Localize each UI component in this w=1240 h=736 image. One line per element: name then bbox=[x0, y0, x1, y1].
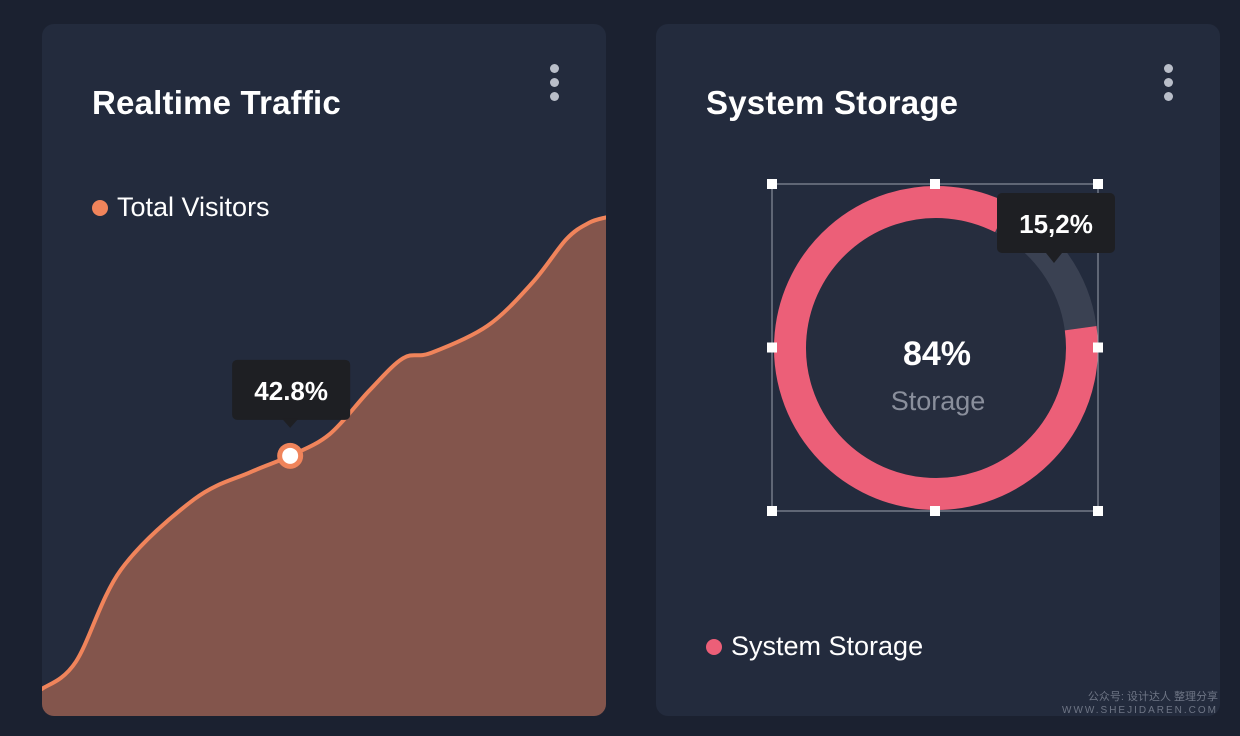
tooltip-box bbox=[232, 359, 351, 420]
system-storage-card: 84% Storage 15,2% System Storage System St… bbox=[656, 24, 1220, 716]
traffic-tooltip: 42.8% bbox=[232, 359, 351, 428]
card-title: System Storage bbox=[706, 84, 959, 121]
resize-handle bbox=[767, 179, 777, 189]
tooltip-label: 42.8% bbox=[254, 376, 328, 406]
watermark: 公众号: 设计达人 整理分享 WWW.SHEJIDAREN.COM bbox=[1062, 690, 1218, 718]
realtime-traffic-card: 42.8% Realtime Traffic Total Visitors bbox=[42, 24, 606, 716]
resize-handle bbox=[930, 506, 940, 516]
center-value: 84% bbox=[903, 335, 971, 373]
resize-handle bbox=[767, 342, 777, 353]
visitors-line bbox=[42, 215, 606, 691]
watermark-url: WWW.SHEJIDAREN.COM bbox=[1062, 705, 1218, 716]
tooltip-box bbox=[997, 193, 1115, 253]
legend-label: Total Visitors bbox=[117, 192, 270, 222]
legend-dot bbox=[92, 199, 108, 216]
legend-dot bbox=[706, 638, 722, 655]
chart-legend: System Storage bbox=[706, 631, 923, 662]
legend-label: System Storage bbox=[731, 631, 924, 661]
more-options-icon[interactable] bbox=[1160, 62, 1176, 104]
more-options-icon[interactable] bbox=[546, 62, 562, 104]
resize-handle bbox=[1093, 179, 1103, 189]
tooltip-label: 15,2% bbox=[1019, 209, 1093, 239]
resize-handle bbox=[930, 179, 940, 189]
tooltip-pointer bbox=[1046, 253, 1062, 263]
chart-legend: Total Visitors bbox=[92, 192, 270, 223]
area-fill bbox=[42, 217, 606, 716]
card-title: Realtime Traffic bbox=[92, 84, 341, 121]
watermark-line: 公众号: 设计达人 整理分享 bbox=[1087, 691, 1218, 703]
resize-handle bbox=[1093, 506, 1103, 516]
donut-hole bbox=[806, 218, 1066, 478]
highlight-point bbox=[282, 447, 299, 464]
storage-tooltip: 15,2% bbox=[997, 193, 1115, 263]
storage-chart: 84% Storage 15,2% bbox=[767, 179, 1115, 516]
center-label: Storage bbox=[891, 386, 986, 416]
resize-handle bbox=[767, 506, 777, 516]
resize-handle bbox=[1093, 342, 1103, 353]
traffic-chart: 42.8% bbox=[42, 215, 606, 716]
tooltip-pointer bbox=[282, 418, 299, 428]
selection-frame bbox=[767, 179, 1103, 516]
